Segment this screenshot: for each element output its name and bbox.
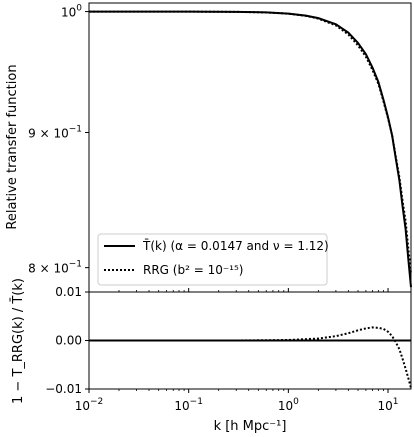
top-panel: 100 9 × 10−1 8 × 10−1 Relative transfer fu… <box>5 2 412 293</box>
bottom-series-layer <box>89 326 412 389</box>
legend-entry-solid: T̄(k) (α = 0.0147 and ν = 1.12) <box>142 239 329 253</box>
legend-box <box>97 233 328 286</box>
x-tick-label: 101 <box>378 397 399 413</box>
top-y-tick-label: 100 <box>61 4 82 20</box>
x-tick-label: 10−1 <box>174 397 203 413</box>
legend: T̄(k) (α = 0.0147 and ν = 1.12) RRG (b² … <box>97 233 329 286</box>
top-x-ticks <box>88 288 389 292</box>
bottom-y-ticks: 0.01 0.00 −0.01 <box>45 285 89 396</box>
legend-entry-dotted: RRG (b² = 10⁻¹⁵) <box>143 263 244 277</box>
bottom-y-tick-label: −0.01 <box>45 382 82 396</box>
bottom-plot-frame <box>88 291 412 390</box>
top-y-tick-label: 9 × 10−1 <box>28 124 82 140</box>
bottom-y-axis-label: 1 − T_RRG(k) / T̄(k) <box>11 278 26 404</box>
bottom-x-ticks: 10−2 10−1 100 101 <box>75 389 399 413</box>
bottom-y-tick-label: 0.00 <box>55 334 82 348</box>
x-axis-label: k [h Mpc⁻¹] <box>214 419 287 434</box>
x-tick-label: 100 <box>278 397 299 413</box>
top-series-layer <box>88 10 412 288</box>
top-y-axis-label: Relative transfer function <box>5 64 20 229</box>
bottom-panel: 0.01 0.00 −0.01 10−2 10−1 100 101 k [h Mpc⁻¹]… <box>11 278 412 434</box>
bottom-series-rrg-line <box>89 326 412 389</box>
top-y-ticks: 100 9 × 10−1 8 × 10−1 <box>28 4 89 276</box>
bottom-y-tick-label: 0.01 <box>55 285 82 299</box>
top-series-rrg-line <box>88 10 412 275</box>
top-y-tick-label: 8 × 10−1 <box>28 260 82 276</box>
x-tick-label: 10−2 <box>75 397 104 413</box>
